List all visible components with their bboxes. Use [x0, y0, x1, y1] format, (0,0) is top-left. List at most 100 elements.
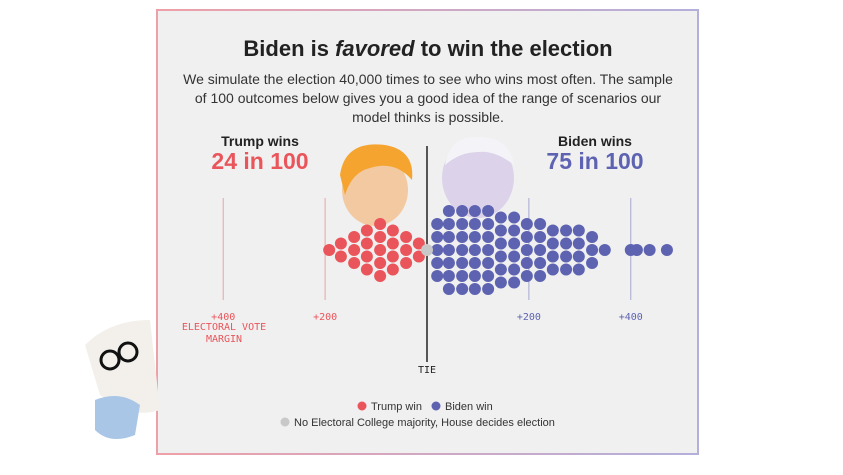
legend-label: Biden win	[445, 401, 493, 413]
outcome-dot	[348, 244, 361, 256]
outcome-dot	[442, 205, 455, 217]
outcome-dot	[456, 218, 469, 230]
outcome-dot	[508, 211, 521, 224]
outcome-dot	[643, 244, 656, 256]
chart-title: Biden is favored to win the election	[157, 36, 699, 62]
outcome-dot	[546, 263, 559, 276]
outcome-dot	[421, 244, 433, 256]
outcome-dot	[468, 231, 481, 243]
outcome-dot	[586, 231, 599, 243]
outcome-dot	[546, 250, 559, 263]
outcome-dot	[431, 218, 444, 230]
outcome-dot	[400, 231, 413, 243]
outcome-dot	[442, 231, 455, 243]
outcome-dot	[442, 283, 455, 295]
outcome-dot	[348, 231, 361, 243]
x-tick-label: +200	[313, 312, 337, 323]
outcome-dot	[572, 250, 585, 263]
outcome-dot	[360, 263, 373, 276]
biden-odds: 75 in 100	[546, 148, 644, 174]
outcome-dot	[468, 244, 481, 256]
legend-swatch	[280, 417, 290, 427]
title-part: to win the election	[414, 36, 613, 61]
outcome-dot	[586, 244, 599, 256]
outcome-dot	[334, 237, 347, 250]
outcome-dot	[374, 244, 387, 256]
outcome-dot	[508, 276, 521, 289]
outcome-dot	[412, 250, 425, 263]
outcome-dot	[520, 231, 533, 243]
outcome-dot	[431, 257, 444, 269]
outcome-dot	[534, 257, 547, 269]
outcome-dot	[482, 244, 495, 256]
outcome-dot	[534, 218, 547, 230]
outcome-dot	[534, 270, 547, 282]
outcome-dot	[468, 283, 481, 295]
outcome-dot	[348, 257, 361, 269]
outcome-dot	[456, 257, 469, 269]
outcome-dot	[560, 224, 573, 237]
trump-odds: 24 in 100	[211, 148, 309, 174]
subtitle: We simulate the election 40,000 times to…	[183, 71, 673, 125]
outcome-dot	[442, 270, 455, 282]
x-tick-label: +400	[619, 312, 643, 323]
outcome-dot	[508, 250, 521, 263]
outcome-dot	[360, 250, 373, 263]
outcome-dot	[412, 237, 425, 250]
legend-swatch	[431, 401, 441, 411]
outcome-dot	[508, 263, 521, 276]
outcome-dot	[374, 218, 387, 230]
trump-heading: Trump wins	[221, 133, 299, 149]
outcome-dot	[520, 270, 533, 282]
outcome-dot	[468, 257, 481, 269]
outcome-dot	[456, 231, 469, 243]
outcome-dot	[386, 250, 399, 263]
outcome-dot	[560, 237, 573, 250]
outcome-dot	[494, 211, 507, 224]
title-part: Biden is	[243, 36, 336, 61]
legend-label: No Electoral College majority, House dec…	[294, 417, 555, 429]
outcome-dot	[468, 218, 481, 230]
outcome-dot	[456, 283, 469, 295]
title-part: favored	[335, 36, 415, 61]
outcome-dot	[572, 263, 585, 276]
outcome-dot	[456, 270, 469, 282]
outcome-dot	[494, 237, 507, 250]
outcome-dot	[534, 231, 547, 243]
outcome-dot	[546, 237, 559, 250]
outcome-dot	[431, 270, 444, 282]
fox-mascot	[85, 320, 160, 439]
outcome-dot	[386, 263, 399, 276]
outcome-dot	[482, 205, 495, 217]
outcome-dot	[586, 257, 599, 269]
outcome-dot	[494, 263, 507, 276]
outcome-dot	[334, 250, 347, 263]
outcome-dot	[494, 250, 507, 263]
outcome-dot	[572, 237, 585, 250]
biden-heading: Biden wins	[558, 133, 632, 149]
x-axis-label: ELECTORAL VOTE MARGIN	[181, 322, 267, 345]
outcome-dot	[431, 244, 444, 256]
outcome-dot	[468, 270, 481, 282]
outcome-dot	[546, 224, 559, 237]
outcome-dot	[482, 231, 495, 243]
outcome-dot	[494, 276, 507, 289]
outcome-dot	[442, 257, 455, 269]
outcome-dot	[386, 237, 399, 250]
outcome-dot	[508, 224, 521, 237]
outcome-dot	[456, 205, 469, 217]
outcome-dot	[508, 237, 521, 250]
outcome-dot	[598, 244, 611, 256]
outcome-dot	[374, 257, 387, 269]
outcome-dot	[456, 244, 469, 256]
outcome-dot	[374, 270, 387, 282]
outcome-dot	[560, 250, 573, 263]
legend-swatch	[357, 401, 367, 411]
outcome-dot	[400, 244, 413, 256]
outcome-dot	[323, 244, 336, 256]
outcome-dot	[482, 218, 495, 230]
outcome-dot	[660, 244, 673, 256]
outcome-dot	[360, 237, 373, 250]
